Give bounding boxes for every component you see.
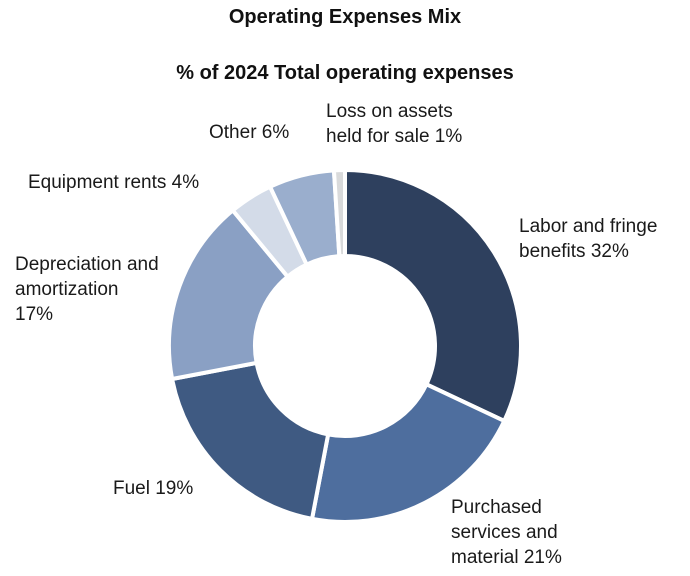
slice-labels: Labor and fringe benefits 32% Purchased ser… (15, 101, 657, 568)
slice-label-line: 17% (15, 304, 53, 325)
slice-label-line: amortization (15, 279, 119, 300)
chart-subtitle: % of 2024 Total operating expenses (176, 62, 514, 84)
slice-label-1: Purchased services and material 21% (451, 497, 562, 568)
donut-slice-1 (309, 381, 507, 524)
slice-label-line: Equipment rents 4% (28, 172, 199, 193)
donut-slice-0 (343, 167, 523, 424)
slice-label-line: Fuel 19% (113, 478, 193, 499)
slice-label-line: Other 6% (209, 122, 289, 143)
slice-label-line: Labor and fringe (519, 216, 657, 237)
chart-title: Operating Expenses Mix (228, 6, 462, 28)
slice-label-line: held for sale 1% (326, 126, 462, 147)
slice-label-5: Other 6% (209, 122, 289, 143)
slice-label-line: services and (451, 522, 558, 543)
slice-label-line: benefits 32% (519, 241, 629, 262)
slice-label-4: Equipment rents 4% (28, 172, 199, 193)
slice-label-line: Depreciation and (15, 254, 159, 275)
donut-slices (167, 167, 523, 524)
slice-label-line: material 21% (451, 547, 562, 568)
slice-label-0: Labor and fringe benefits 32% (519, 216, 657, 262)
donut-slice-3 (167, 207, 291, 382)
slice-label-line: Purchased (451, 497, 542, 518)
slice-label-line: Loss on assets (326, 101, 453, 122)
donut-slice-6 (331, 167, 347, 259)
slice-label-3: Depreciation and amortization 17% (15, 254, 159, 325)
donut-slice-2 (169, 360, 331, 522)
slice-label-6: Loss on assets held for sale 1% (326, 101, 462, 147)
slice-label-2: Fuel 19% (113, 478, 193, 499)
